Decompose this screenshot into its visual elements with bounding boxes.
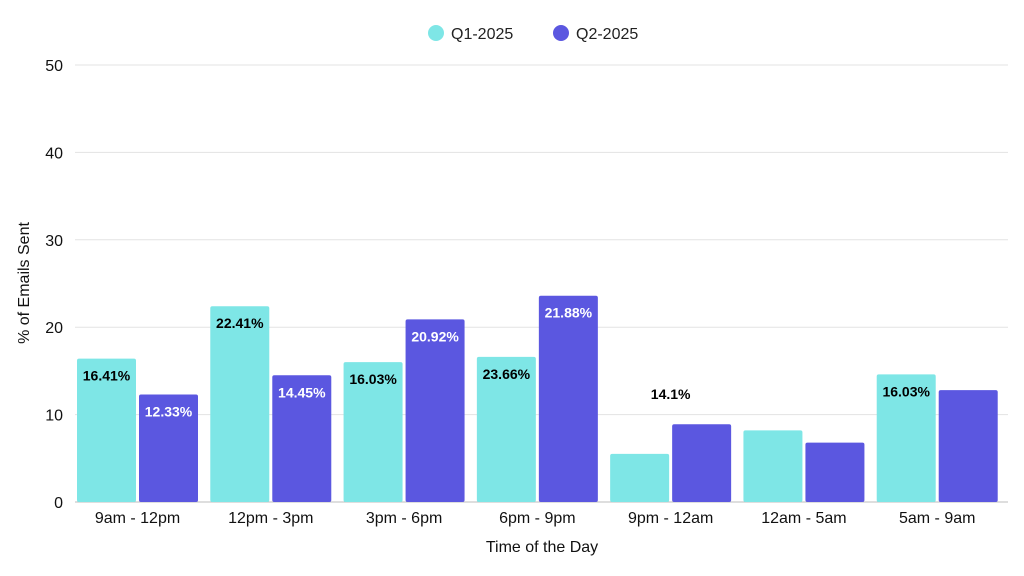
bar-q2-2025-5: [805, 442, 865, 502]
x-axis-title: Time of the Day: [486, 539, 598, 556]
x-tick-label: 3pm - 6pm: [366, 510, 442, 527]
data-label: 16.03%: [349, 371, 397, 387]
y-axis-ticks: 0 10 20 30 40 50: [45, 58, 63, 512]
x-tick-label: 12pm - 3pm: [228, 510, 313, 527]
y-tick-label: 40: [45, 145, 63, 162]
bar-q2-2025-2: [405, 319, 465, 502]
bars: [77, 295, 998, 502]
data-label: 16.03%: [882, 383, 930, 399]
legend-label-q1: Q1-2025: [451, 26, 513, 43]
bar-q2-2025-4: [672, 424, 732, 502]
x-tick-label: 12am - 5am: [761, 510, 846, 527]
bar-q2-2025-0: [139, 394, 198, 502]
legend-swatch-q1: [428, 25, 444, 41]
x-tick-label: 5am - 9am: [899, 510, 975, 527]
y-tick-label: 0: [54, 495, 63, 512]
y-tick-label: 10: [45, 408, 63, 425]
y-axis-title: % of Emails Sent: [16, 222, 33, 344]
data-label: 23.66%: [483, 366, 531, 382]
data-label: 14.45%: [278, 384, 326, 400]
data-labels: 16.41% 12.33% 22.41% 14.45% 16.03% 20.92% 23.6…: [83, 305, 931, 420]
annotation-label: 14.1%: [651, 386, 691, 402]
data-label: 22.41%: [216, 315, 264, 331]
bar-q1-2025-6: [876, 374, 936, 502]
y-tick-label: 50: [45, 58, 63, 75]
bar-q1-2025-1: [210, 306, 270, 502]
data-label: 16.41%: [83, 368, 131, 384]
data-label: 20.92%: [411, 328, 459, 344]
bar-q1-2025-4: [610, 453, 670, 502]
x-axis-ticks: 9am - 12pm 12pm - 3pm 3pm - 6pm 6pm - 9pm 9p…: [95, 510, 976, 527]
bar-q1-2025-2: [343, 362, 403, 502]
bar-q2-2025-3: [538, 295, 598, 502]
x-tick-label: 9am - 12pm: [95, 510, 180, 527]
bar-q1-2025-5: [743, 430, 803, 502]
y-tick-label: 30: [45, 233, 63, 250]
bar-q2-2025-6: [938, 390, 998, 502]
legend-swatch-q2: [553, 25, 569, 41]
y-tick-label: 20: [45, 320, 63, 337]
bar-q2-2025-1: [272, 375, 332, 502]
x-tick-label: 6pm - 9pm: [499, 510, 575, 527]
data-label: 21.88%: [545, 305, 593, 321]
bar-q1-2025-3: [476, 356, 536, 502]
legend: Q1-2025 Q2-2025: [428, 25, 638, 43]
bar-q1-2025-0: [77, 358, 136, 502]
data-label: 12.33%: [145, 403, 193, 419]
x-tick-label: 9pm - 12am: [628, 510, 713, 527]
legend-label-q2: Q2-2025: [576, 26, 638, 43]
